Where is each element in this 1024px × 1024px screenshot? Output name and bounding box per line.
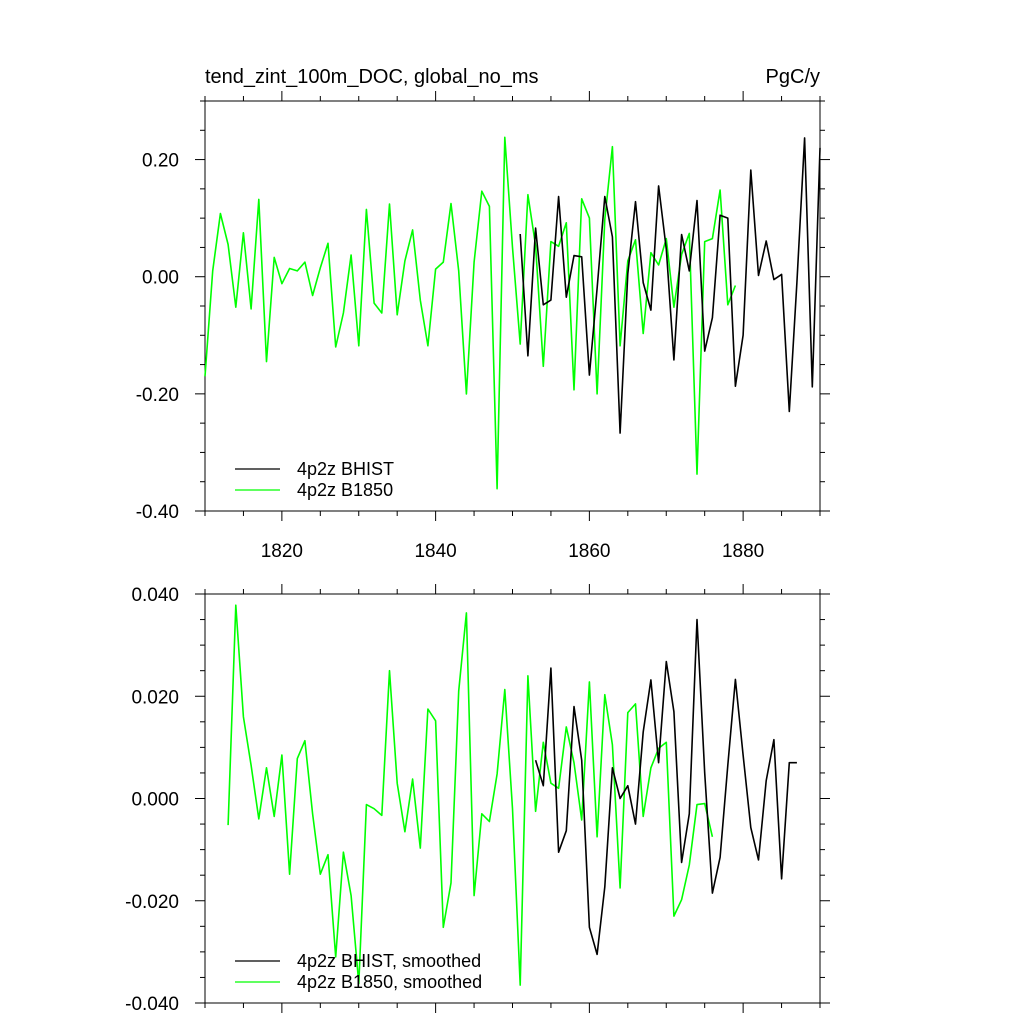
legend-label-bhist-smoothed: 4p2z BHIST, smoothed [297,951,481,971]
top-plot-frame [204,100,821,512]
y-tick-label: 0.00 [142,268,179,289]
x-tick-label: 1880 [722,541,764,562]
y-tick-label: 0.020 [131,687,179,708]
legend-label-b1850-smoothed: 4p2z B1850, smoothed [297,972,482,992]
y-tick-label: -0.020 [125,892,179,913]
y-tick-label: -0.040 [125,994,179,1015]
top-series-lines [204,136,821,490]
bottom-legend: 4p2z BHIST, smoothed 4p2z B1850, smoothe… [235,951,482,992]
series-line-4p2z-b1850 [204,136,737,490]
series-line-4p2z-bhist-smoothed [534,618,797,956]
x-tick-label: 1820 [261,541,303,562]
legend-label-b1850: 4p2z B1850 [297,480,393,500]
top-axis-ticks [195,91,830,521]
y-tick-label: 0.040 [131,585,179,606]
top-panel-title: tend_zint_100m_DOC, global_no_ms [205,66,539,88]
top-panel: tend_zint_100m_DOC, global_no_ms PgC/y 1… [136,66,830,562]
series-line-4p2z-bhist [519,137,821,434]
x-tick-label: 1840 [414,541,456,562]
y-tick-label: -0.20 [136,385,179,406]
y-tick-label: -0.40 [136,502,179,523]
bottom-panel: -0.040 -0.020 0.000 0.020 0.040 4p2z BHIST, … [125,584,830,1015]
bottom-axis-ticks [195,584,830,1013]
series-line-4p2z-b1850-smoothed [227,604,714,986]
top-axis-tick-labels: 1820 1840 1860 1880 -0.40 -0.20 0.00 0.20 [136,151,765,562]
y-tick-label: 0.000 [131,790,179,811]
top-panel-units: PgC/y [766,66,820,88]
bottom-axis-tick-labels: -0.040 -0.020 0.000 0.020 0.040 [125,585,179,1015]
top-legend: 4p2z BHIST 4p2z B1850 [235,459,394,500]
legend-label-bhist: 4p2z BHIST [297,459,394,479]
x-tick-label: 1860 [568,541,610,562]
bottom-series-lines [227,604,797,986]
y-tick-label: 0.20 [142,151,179,172]
